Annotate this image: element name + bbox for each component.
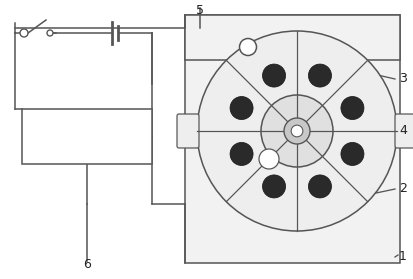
Circle shape bbox=[20, 29, 28, 37]
Circle shape bbox=[290, 125, 302, 137]
Circle shape bbox=[340, 97, 363, 119]
Circle shape bbox=[197, 31, 396, 231]
Circle shape bbox=[308, 175, 331, 198]
FancyBboxPatch shape bbox=[394, 114, 413, 148]
Circle shape bbox=[230, 97, 252, 119]
Text: 4: 4 bbox=[398, 124, 406, 138]
Circle shape bbox=[283, 118, 309, 144]
Circle shape bbox=[260, 95, 332, 167]
Circle shape bbox=[262, 175, 285, 198]
Circle shape bbox=[259, 149, 278, 169]
Circle shape bbox=[262, 64, 285, 87]
Circle shape bbox=[308, 64, 331, 87]
Circle shape bbox=[239, 39, 256, 56]
Circle shape bbox=[340, 143, 363, 165]
Text: 6: 6 bbox=[83, 258, 91, 271]
Bar bbox=[185, 15, 399, 263]
Text: 2: 2 bbox=[398, 182, 406, 196]
FancyBboxPatch shape bbox=[177, 114, 199, 148]
Circle shape bbox=[230, 143, 252, 165]
Bar bbox=[185, 15, 399, 60]
Text: 1: 1 bbox=[398, 251, 406, 263]
Text: 3: 3 bbox=[398, 73, 406, 85]
Circle shape bbox=[47, 30, 53, 36]
Bar bbox=[22, 109, 152, 164]
Text: 5: 5 bbox=[195, 4, 204, 17]
